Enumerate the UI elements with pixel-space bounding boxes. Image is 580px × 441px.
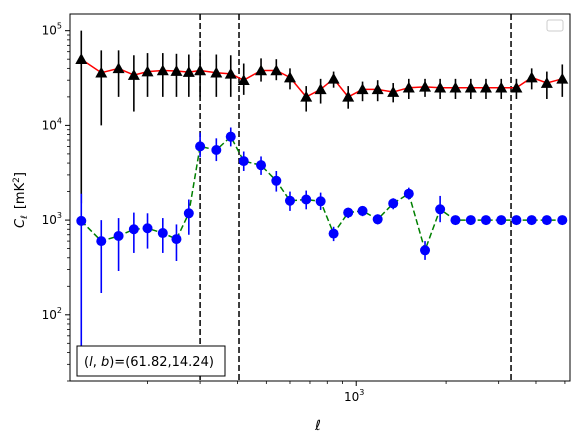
- data-point: [76, 215, 87, 226]
- data-point: [301, 194, 312, 205]
- x-tick-label: 103: [344, 388, 364, 404]
- y-tick-label: 104: [42, 116, 62, 132]
- data-point: [112, 62, 125, 74]
- data-point: [128, 224, 139, 235]
- data-point: [449, 81, 462, 93]
- data-point: [388, 198, 399, 209]
- data-point: [256, 160, 267, 171]
- data-point: [170, 65, 183, 76]
- data-point: [270, 64, 283, 76]
- data-point: [496, 215, 507, 226]
- data-point: [556, 72, 569, 84]
- data-point: [195, 141, 206, 152]
- y-tick-label: 102: [42, 306, 62, 322]
- x-axis-label: ℓ: [314, 418, 321, 434]
- data-point: [194, 64, 207, 76]
- series-0: [75, 30, 569, 204]
- data-point: [238, 156, 249, 167]
- data-point: [127, 69, 140, 80]
- y-axis-label: Cℓ[mK2]: [12, 172, 30, 228]
- data-point: [255, 64, 268, 76]
- data-point: [96, 236, 107, 247]
- data-point: [464, 81, 477, 93]
- series-line: [80, 135, 563, 253]
- data-point: [450, 215, 461, 226]
- data-point: [495, 81, 508, 93]
- data-point: [284, 195, 295, 206]
- data-point: [541, 215, 552, 226]
- plot-content: [75, 14, 569, 381]
- data-point: [183, 208, 194, 219]
- series-1: [76, 127, 568, 365]
- data-point: [327, 72, 340, 84]
- data-point: [557, 215, 568, 226]
- data-point: [141, 65, 154, 77]
- legend-box: [546, 19, 564, 32]
- data-point: [271, 175, 282, 186]
- data-point: [224, 67, 237, 79]
- data-point: [300, 90, 313, 102]
- data-point: [342, 90, 355, 102]
- data-point: [156, 64, 169, 76]
- data-point: [403, 188, 414, 199]
- annotation-box: [76, 345, 226, 377]
- data-point: [283, 71, 296, 83]
- data-point: [171, 234, 182, 245]
- data-point: [434, 81, 447, 93]
- data-point: [343, 207, 354, 218]
- data-point: [211, 144, 222, 155]
- data-point: [113, 230, 124, 241]
- data-point: [225, 131, 236, 142]
- data-point: [371, 83, 384, 95]
- y-tick-label: 103: [42, 211, 62, 227]
- annotation-text: (l, b)=(61.82,14.24): [84, 355, 214, 370]
- data-point: [480, 215, 491, 226]
- data-point: [510, 81, 523, 93]
- data-point: [142, 223, 153, 234]
- y-tick-label: 105: [42, 22, 62, 38]
- data-point: [540, 77, 553, 88]
- data-point: [328, 228, 339, 239]
- data-point: [356, 83, 369, 95]
- data-point: [525, 71, 538, 83]
- data-point: [75, 53, 88, 64]
- plot-frame: [69, 13, 571, 382]
- data-point: [95, 66, 108, 78]
- annotation: (l, b)=(61.82,14.24): [76, 345, 226, 377]
- data-point: [157, 228, 168, 239]
- data-point: [182, 66, 195, 77]
- data-point: [479, 81, 492, 93]
- data-point: [526, 215, 537, 226]
- data-point: [210, 66, 223, 78]
- data-point: [402, 81, 415, 93]
- data-point: [372, 214, 383, 225]
- data-point: [420, 245, 431, 256]
- data-point: [465, 215, 476, 226]
- data-point: [314, 83, 327, 95]
- data-point: [435, 204, 446, 215]
- data-point: [387, 86, 400, 97]
- data-point: [237, 74, 250, 85]
- data-point: [419, 80, 432, 92]
- axes-ticks: 102 103 104 105 103: [42, 22, 566, 404]
- data-point: [357, 205, 368, 216]
- data-point: [315, 196, 326, 207]
- data-point: [511, 215, 522, 226]
